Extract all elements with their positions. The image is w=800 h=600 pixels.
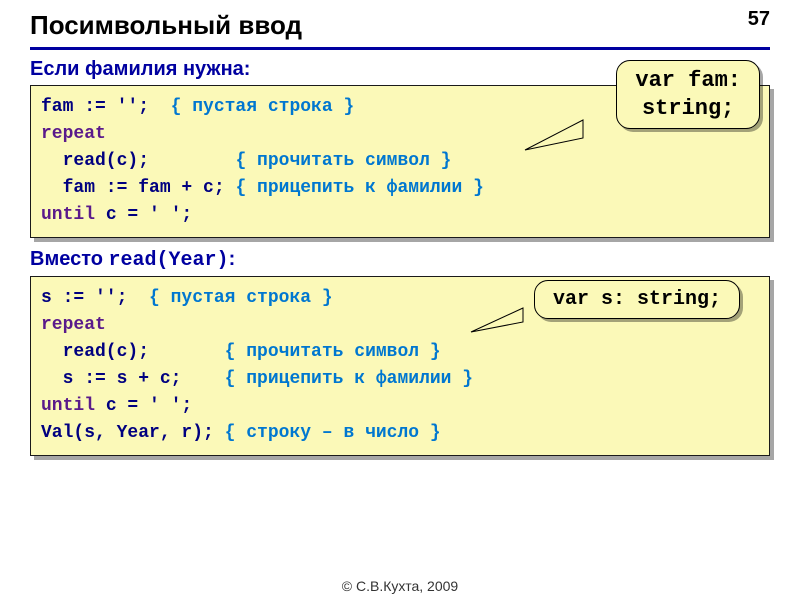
callout-var-fam: var fam: string; [616,60,760,129]
callout-1-line-2: string; [642,96,734,121]
slide-title: Посимвольный ввод [30,10,770,41]
callout-1-tail-icon [515,118,585,158]
subheading-2-suffix: : [229,248,236,270]
page-number: 57 [748,8,770,31]
subheading-2: Вместо read(Year): [30,248,770,272]
callout-2-tail-icon [465,306,525,340]
slide: 57 Посимвольный ввод Если фамилия нужна:… [0,0,800,600]
subheading-2-code: read(Year) [109,249,229,272]
subheading-2-prefix: Вместо [30,248,109,270]
footer-copyright: © С.В.Кухта, 2009 [0,578,800,594]
title-rule [30,47,770,50]
callout-2-text: var s: string; [553,288,721,311]
callout-var-s: var s: string; [534,280,740,319]
callout-1-line-1: var fam: [635,68,741,93]
